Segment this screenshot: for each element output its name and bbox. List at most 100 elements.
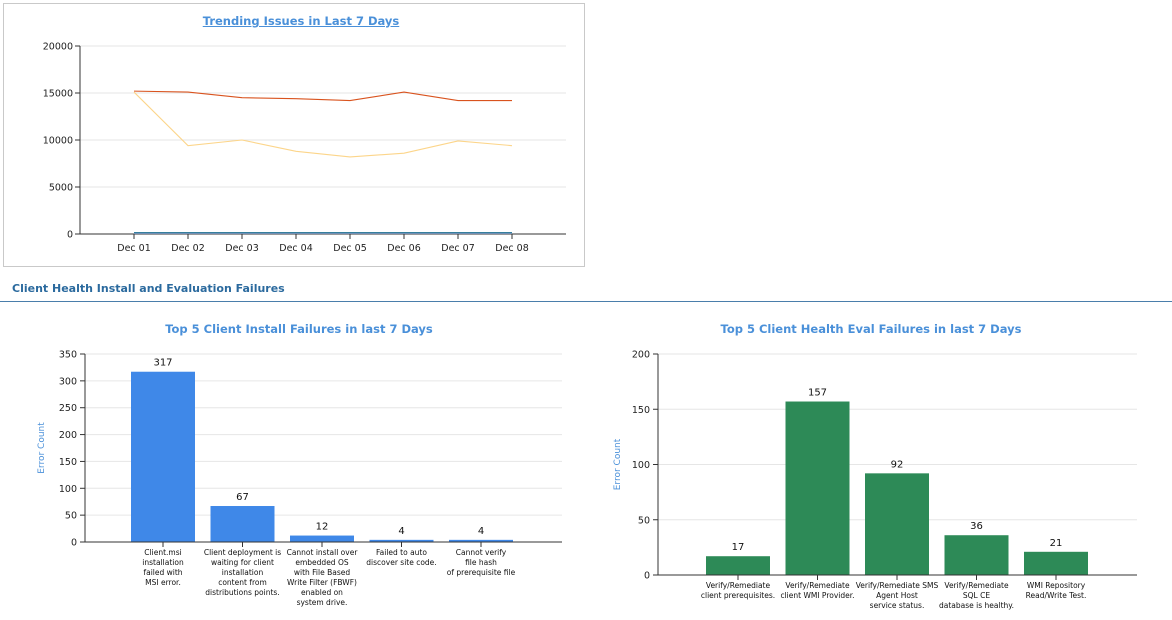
- y-tick-label: 100: [632, 460, 650, 471]
- y-tick-label: 200: [59, 430, 77, 441]
- y-tick-label: 0: [67, 230, 73, 241]
- category-label-line: Write Filter (FBWF): [287, 578, 357, 587]
- y-tick-label: 150: [632, 405, 650, 416]
- category-label-line: client WMI Provider.: [780, 591, 854, 600]
- category-label-line: Read/Write Test.: [1026, 591, 1087, 600]
- category-label-line: content from: [218, 578, 267, 587]
- install-value-label: 12: [316, 522, 329, 533]
- eval-value-label: 92: [891, 459, 904, 470]
- y-tick-label: 100: [59, 484, 77, 495]
- install-failures-chart-title: Top 5 Client Install Failures in last 7 …: [165, 322, 433, 336]
- y-tick-label: 0: [71, 538, 77, 549]
- y-axis-label: Error Count: [37, 422, 47, 474]
- series-line-2: [133, 91, 513, 158]
- install-value-label: 317: [153, 358, 172, 369]
- category-label-line: installation: [222, 568, 264, 577]
- category-label-line: Verify/Remediate: [706, 581, 771, 590]
- install-category-label: Client.msi installation failed with MSI err…: [142, 548, 184, 587]
- category-label-line: database is healthy.: [939, 601, 1014, 610]
- install-bar-3: [290, 535, 354, 542]
- category-label-line: enabled on: [301, 588, 343, 597]
- y-tick-label: 15000: [43, 89, 73, 100]
- category-label-line: waiting for client: [211, 558, 274, 567]
- eval-category-label: WMI Repository Read/Write Test.: [1026, 581, 1087, 600]
- install-value-label: 4: [478, 526, 484, 537]
- eval-category-label: Verify/Remediate SMS Agent Host service st…: [856, 581, 939, 610]
- install-bar-1: [131, 371, 195, 542]
- category-label-line: SQL CE: [963, 591, 990, 600]
- category-label-line: Cannot install over: [287, 548, 359, 557]
- eval-value-label: 157: [808, 388, 827, 399]
- category-label-line: MSI error.: [145, 578, 181, 587]
- eval-bar-5: [1024, 551, 1088, 575]
- category-label-line: Client.msi: [144, 548, 181, 557]
- trending-chart-title[interactable]: Trending Issues in Last 7 Days: [202, 14, 400, 28]
- install-bar-4: [369, 539, 434, 542]
- category-label-line: Verify/Remediate SMS: [856, 581, 939, 590]
- x-tick-label: Dec 02: [171, 243, 205, 254]
- eval-value-label: 17: [732, 542, 745, 553]
- eval-category-label: Verify/Remediate client prerequisites.: [701, 581, 775, 600]
- eval-category-label: Verify/Remediate client WMI Provider.: [780, 581, 854, 600]
- category-label-line: system drive.: [297, 598, 348, 607]
- eval-bar-4: [944, 535, 1009, 575]
- category-label-line: Verify/Remediate: [944, 581, 1009, 590]
- category-label-line: WMI Repository: [1027, 581, 1086, 590]
- install-value-label: 67: [236, 492, 249, 503]
- install-bar-2: [210, 506, 275, 542]
- category-label-line: distributions points.: [205, 588, 279, 597]
- y-tick-label: 5000: [49, 183, 73, 194]
- y-tick-label: 150: [59, 457, 77, 468]
- y-tick-label: 50: [638, 515, 650, 526]
- install-category-label: Failed to auto discover site code.: [366, 548, 436, 567]
- install-failures-bar-chart: 0 50 100 150 200 250 300 350 Error Count 317 Clien…: [37, 350, 562, 607]
- y-axis-label: Error Count: [613, 438, 623, 490]
- x-tick-label: Dec 04: [279, 243, 313, 254]
- category-label-line: service status.: [870, 601, 925, 610]
- x-tick-label: Dec 05: [333, 243, 367, 254]
- y-tick-label: 250: [59, 403, 77, 414]
- category-label-line: client prerequisites.: [701, 591, 775, 600]
- eval-bar-2: [785, 401, 850, 575]
- category-label-line: Failed to auto: [376, 548, 427, 557]
- category-label-line: with File Based: [294, 568, 350, 577]
- eval-failures-bar-chart: 0 50 100 150 200 Error Count 17 Verify/Remediat…: [613, 350, 1137, 610]
- series-line-1: [133, 90, 512, 102]
- eval-bar-1: [706, 556, 770, 575]
- y-tick-label: 350: [59, 350, 77, 361]
- eval-value-label: 21: [1050, 538, 1063, 549]
- eval-failures-chart-title: Top 5 Client Health Eval Failures in las…: [720, 322, 1022, 336]
- eval-bar-3: [865, 473, 929, 575]
- y-tick-label: 0: [644, 571, 650, 582]
- section-divider: [0, 301, 1172, 302]
- trending-issues-panel: [3, 3, 585, 267]
- category-label-line: discover site code.: [366, 558, 436, 567]
- eval-value-label: 36: [970, 521, 983, 532]
- x-tick-label: Dec 03: [225, 243, 259, 254]
- eval-category-label: Verify/Remediate SQL CE database is health…: [939, 581, 1014, 610]
- section-heading: Client Health Install and Evaluation Fai…: [12, 282, 285, 295]
- trending-issues-line-chart: 0 5000 10000 15000 20000 Dec 01 Dec 02 Dec 03 De…: [43, 42, 566, 254]
- category-label-line: file hash: [465, 558, 497, 567]
- x-tick-label: Dec 06: [387, 243, 421, 254]
- y-tick-label: 300: [59, 376, 77, 387]
- category-label-line: Client deployment is: [204, 548, 281, 557]
- install-category-label: Cannot verify file hash of prerequisite fi…: [447, 548, 516, 577]
- y-tick-label: 20000: [43, 42, 73, 53]
- category-label-line: Verify/Remediate: [785, 581, 850, 590]
- category-label-line: of prerequisite file: [447, 568, 516, 577]
- category-label-line: Cannot verify: [456, 548, 507, 557]
- x-tick-label: Dec 01: [117, 243, 151, 254]
- y-tick-label: 10000: [43, 136, 73, 147]
- install-value-label: 4: [398, 526, 404, 537]
- category-label-line: installation: [142, 558, 184, 567]
- y-tick-label: 200: [632, 350, 650, 361]
- x-tick-label: Dec 08: [495, 243, 529, 254]
- category-label-line: Agent Host: [876, 591, 918, 600]
- category-label-line: failed with: [143, 568, 182, 577]
- y-tick-label: 50: [65, 511, 77, 522]
- install-category-label: Client deployment is waiting for client in…: [204, 548, 281, 597]
- category-label-line: embedded OS: [295, 558, 348, 567]
- x-tick-label: Dec 07: [441, 243, 475, 254]
- install-bar-5: [449, 539, 513, 542]
